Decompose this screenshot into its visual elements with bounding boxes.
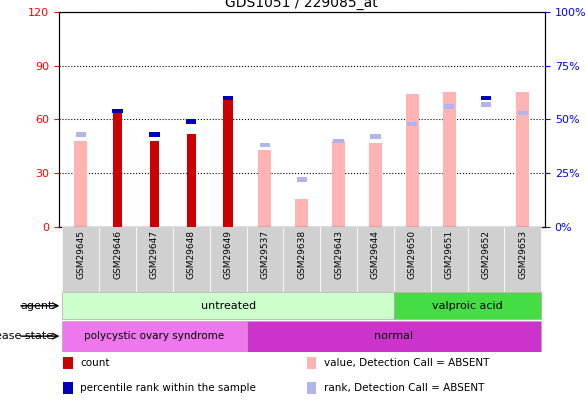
Bar: [444, 104, 454, 109]
Bar: [76, 132, 86, 137]
Bar: [431, 227, 468, 292]
Bar: [443, 92, 456, 227]
Bar: [173, 227, 210, 292]
Bar: [149, 132, 159, 137]
Bar: [223, 96, 233, 100]
Bar: [406, 94, 419, 227]
Bar: [332, 141, 345, 227]
Bar: [62, 321, 247, 352]
Bar: [113, 111, 122, 227]
Bar: [297, 177, 307, 182]
Bar: [407, 122, 417, 126]
Bar: [247, 321, 541, 352]
Bar: [468, 227, 505, 292]
Bar: [481, 96, 491, 100]
Bar: [369, 143, 382, 227]
Text: valproic acid: valproic acid: [432, 301, 503, 311]
Bar: [150, 141, 159, 227]
Bar: [295, 199, 308, 227]
Bar: [516, 92, 529, 227]
Bar: [284, 227, 320, 292]
Bar: [370, 134, 381, 139]
Text: GSM29648: GSM29648: [187, 230, 196, 279]
Text: GSM29638: GSM29638: [297, 230, 306, 279]
Bar: [394, 292, 541, 320]
Bar: [260, 143, 270, 147]
Text: GSM29651: GSM29651: [445, 230, 454, 279]
Title: GDS1051 / 229085_at: GDS1051 / 229085_at: [226, 0, 378, 10]
Text: GSM29645: GSM29645: [76, 230, 85, 279]
Text: untreated: untreated: [200, 301, 255, 311]
Text: GSM29653: GSM29653: [519, 230, 527, 279]
Text: GSM29647: GSM29647: [150, 230, 159, 279]
Bar: [210, 227, 247, 292]
Bar: [394, 227, 431, 292]
Text: GSM29649: GSM29649: [224, 230, 233, 279]
Bar: [99, 227, 136, 292]
Text: GSM29650: GSM29650: [408, 230, 417, 279]
Bar: [223, 98, 233, 227]
Text: count: count: [80, 358, 110, 368]
Bar: [62, 227, 99, 292]
Bar: [357, 227, 394, 292]
Bar: [63, 382, 73, 394]
Text: value, Detection Call = ABSENT: value, Detection Call = ABSENT: [323, 358, 489, 368]
Bar: [333, 139, 344, 143]
Bar: [63, 357, 73, 369]
Bar: [505, 227, 541, 292]
Bar: [113, 109, 122, 113]
Bar: [517, 111, 528, 115]
Bar: [74, 141, 87, 227]
Text: GSM29644: GSM29644: [371, 230, 380, 279]
Text: agent: agent: [21, 301, 53, 311]
Bar: [481, 102, 491, 107]
Text: GSM29643: GSM29643: [334, 230, 343, 279]
Bar: [258, 149, 271, 227]
Text: GSM29537: GSM29537: [260, 230, 270, 279]
Text: normal: normal: [374, 331, 414, 341]
Text: rank, Detection Call = ABSENT: rank, Detection Call = ABSENT: [323, 383, 484, 392]
Bar: [320, 227, 357, 292]
Bar: [186, 119, 196, 124]
Text: disease state: disease state: [0, 331, 53, 341]
Text: GSM29646: GSM29646: [113, 230, 122, 279]
Bar: [306, 382, 316, 394]
Text: percentile rank within the sample: percentile rank within the sample: [80, 383, 256, 392]
Bar: [247, 227, 284, 292]
Bar: [187, 134, 196, 227]
Bar: [306, 357, 316, 369]
Bar: [136, 227, 173, 292]
Text: polycystic ovary syndrome: polycystic ovary syndrome: [84, 331, 224, 341]
Text: GSM29652: GSM29652: [482, 230, 490, 279]
Bar: [62, 292, 394, 320]
